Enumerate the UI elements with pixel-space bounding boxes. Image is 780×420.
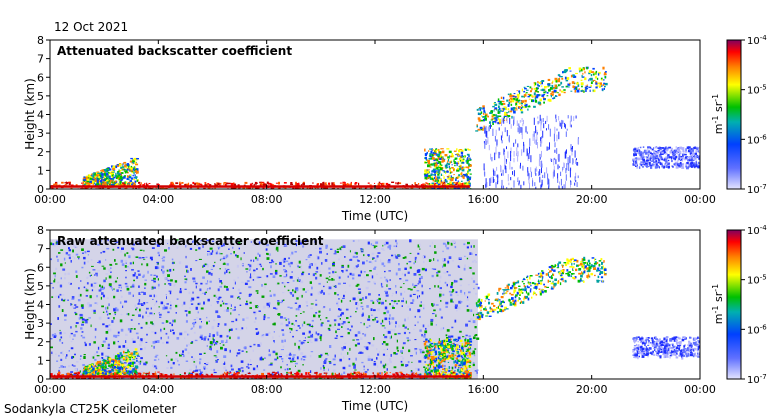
x-tick-label: 12:00 — [359, 383, 391, 396]
x-tick-label: 16:00 — [467, 193, 499, 206]
x-tick-label: 12:00 — [359, 193, 391, 206]
colorbar-tick-label: 10-7 — [747, 373, 767, 386]
heatmap-feature-noise-band — [632, 336, 700, 360]
y-tick-label: 4 — [37, 299, 44, 312]
x-tick-label: 04:00 — [142, 193, 174, 206]
raw-ylabel: Height (km) — [23, 268, 37, 339]
colorbar-bottom-ticks: 10-7 10-6 10-5 10-4 — [741, 224, 767, 386]
y-tick-label: 0 — [37, 373, 44, 386]
y-tick-label: 3 — [37, 317, 44, 330]
colorbar-tick-label: 10-6 — [747, 133, 767, 146]
surface-layer-line — [50, 375, 470, 378]
y-tick-label: 8 — [37, 224, 44, 237]
raw-attenuated-panel: 00:00 04:00 08:00 12:00 16:00 20:00 00:0001234… — [34, 224, 716, 396]
y-tick-label: 1 — [37, 354, 44, 367]
y-tick-label: 6 — [37, 261, 44, 274]
y-tick-label: 2 — [37, 336, 44, 349]
heatmap-feature-noise-band — [632, 146, 700, 170]
x-tick-label: 00:00 — [34, 193, 66, 206]
attenuated-axes: 00:00 04:00 08:00 12:00 16:00 20:00 00:0001234… — [34, 34, 716, 206]
y-tick-label: 8 — [37, 34, 44, 47]
heatmap-feature-precip-streaks — [483, 114, 579, 189]
attenuated-heatmap — [50, 66, 700, 189]
colorbar-tick-label: 10-7 — [747, 183, 767, 196]
heatmap-feature-low-cloud — [82, 348, 139, 378]
colorbar-bottom: 10-7 10-6 10-5 10-4 — [726, 224, 767, 386]
y-tick-label: 6 — [37, 71, 44, 84]
colorbar-tick-label: 10-6 — [747, 323, 767, 336]
colorbar-top-unit: m-1 sr-1 — [711, 94, 725, 134]
colorbar-top-ticks: 10-7 10-6 10-5 10-4 — [741, 34, 767, 196]
x-tick-label: 16:00 — [467, 383, 499, 396]
x-tick-label: 08:00 — [251, 193, 283, 206]
colorbar-tick-label: 10-4 — [747, 34, 767, 47]
heatmap-feature-cloud — [475, 256, 607, 321]
attenuated-ylabel: Height (km) — [23, 78, 37, 149]
attenuated-panel: 00:00 04:00 08:00 12:00 16:00 20:00 00:0001234… — [34, 34, 716, 206]
heatmap-feature-boundary-layer — [423, 338, 473, 379]
instrument-label: Sodankyla CT25K ceilometer — [4, 402, 177, 416]
x-tick-label: 00:00 — [684, 383, 716, 396]
x-tick-label: 00:00 — [684, 193, 716, 206]
y-tick-label: 7 — [37, 53, 44, 66]
date-label: 12 Oct 2021 — [54, 20, 129, 34]
x-tick-label: 20:00 — [576, 193, 608, 206]
colorbar-top-gradient — [726, 39, 742, 190]
colorbar-tick-label: 10-5 — [747, 84, 767, 97]
y-tick-label: 1 — [37, 164, 44, 177]
x-tick-label: 08:00 — [251, 383, 283, 396]
colorbar-bottom-unit: m-1 sr-1 — [711, 284, 725, 324]
heatmap-feature-low-cloud — [82, 157, 139, 188]
attenuated-plot-frame — [49, 39, 701, 190]
heatmap-feature-cloud — [475, 66, 608, 132]
attenuated-xlabel: Time (UTC) — [341, 209, 408, 223]
y-tick-label: 5 — [37, 280, 44, 293]
heatmap-feature-noise-field — [50, 239, 481, 379]
y-tick-label: 0 — [37, 183, 44, 196]
raw-xlabel: Time (UTC) — [341, 399, 408, 413]
raw-axes: 00:00 04:00 08:00 12:00 16:00 20:00 00:0001234… — [34, 224, 716, 396]
colorbar-tick-label: 10-4 — [747, 224, 767, 237]
raw-title: Raw attenuated backscatter coefficient — [57, 234, 324, 248]
colorbar-top: 10-7 10-6 10-5 10-4 — [726, 34, 767, 196]
y-tick-label: 2 — [37, 146, 44, 159]
y-tick-label: 7 — [37, 243, 44, 256]
y-tick-label: 5 — [37, 90, 44, 103]
x-tick-label: 00:00 — [34, 383, 66, 396]
attenuated-title: Attenuated backscatter coefficient — [57, 44, 292, 58]
colorbar-tick-label: 10-5 — [747, 274, 767, 287]
y-tick-label: 3 — [37, 127, 44, 140]
surface-layer-line — [50, 185, 470, 188]
colorbar-bottom-gradient — [726, 229, 742, 380]
x-tick-label: 20:00 — [576, 383, 608, 396]
heatmap-feature-boundary-layer — [423, 148, 472, 189]
raw-heatmap — [50, 239, 700, 379]
x-tick-label: 04:00 — [142, 383, 174, 396]
y-tick-label: 4 — [37, 109, 44, 122]
